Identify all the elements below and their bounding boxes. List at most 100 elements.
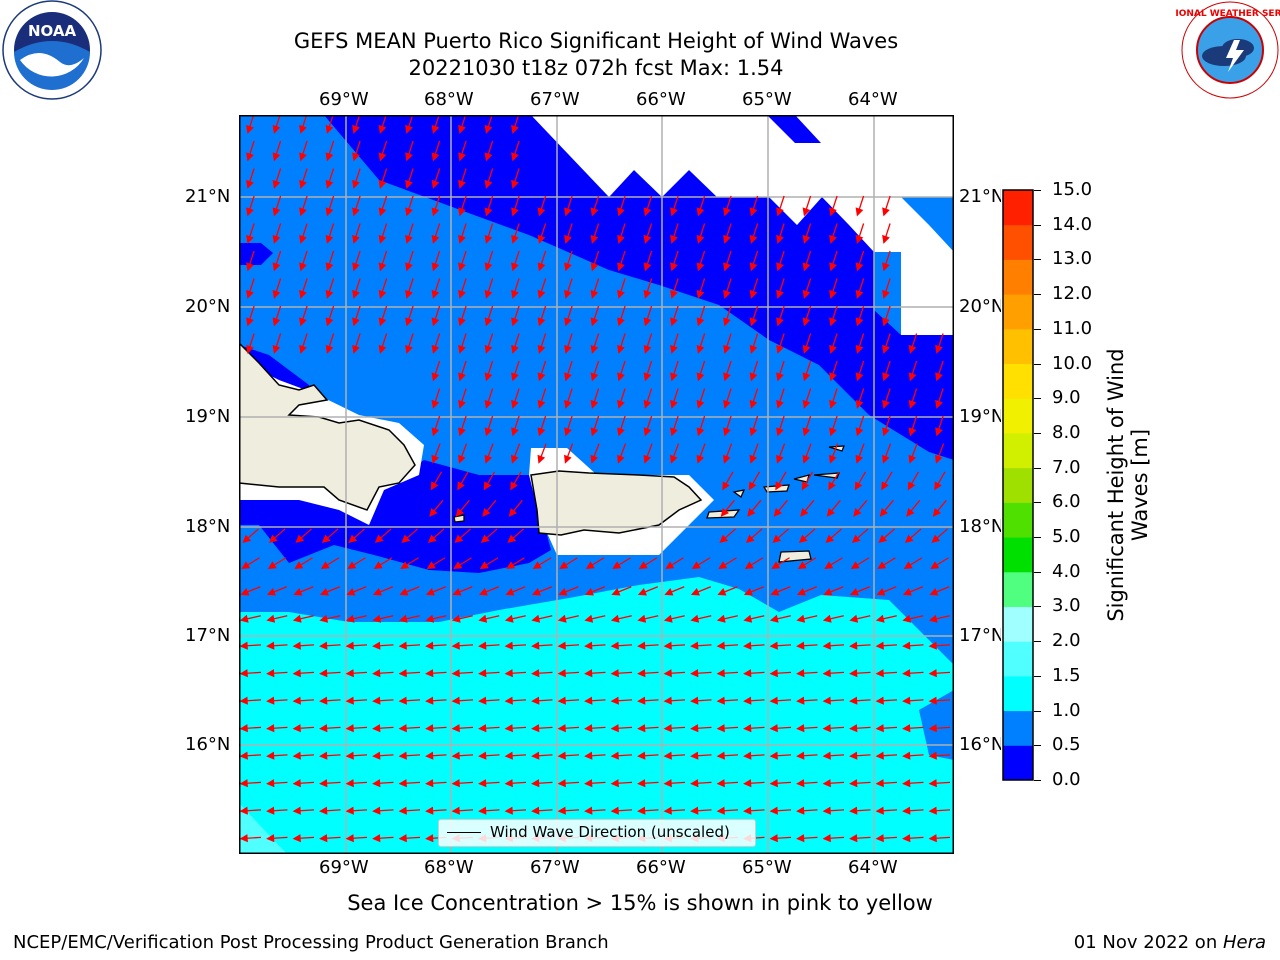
arrow-head bbox=[749, 289, 758, 299]
arrow-head bbox=[352, 289, 360, 299]
arrow-head bbox=[241, 561, 251, 570]
arrow-head bbox=[425, 614, 435, 623]
land-hispaniola bbox=[239, 341, 416, 511]
arrow-head bbox=[378, 179, 387, 189]
arrow-head bbox=[769, 669, 778, 678]
arrow-head bbox=[352, 124, 360, 134]
arrow-head bbox=[537, 234, 546, 244]
arrow-head bbox=[478, 614, 488, 623]
arrow-head bbox=[299, 344, 307, 354]
colorbar-segment bbox=[1003, 259, 1033, 295]
arrow-head bbox=[749, 344, 758, 354]
arrow-head bbox=[802, 289, 811, 299]
arrow-head bbox=[823, 588, 833, 596]
arrow-head bbox=[319, 588, 329, 596]
arrow-head bbox=[374, 534, 384, 544]
colorbar-tick-mark bbox=[1034, 675, 1041, 677]
arrow-head bbox=[743, 669, 752, 678]
arrow-head bbox=[348, 534, 358, 544]
arrow-head bbox=[902, 641, 911, 650]
arrow-head bbox=[425, 724, 434, 733]
arrow-head bbox=[345, 641, 354, 650]
arrow-head bbox=[266, 806, 275, 815]
arrow-head bbox=[451, 696, 460, 705]
colorbar-segment bbox=[1003, 745, 1033, 781]
colorbar-segment bbox=[1003, 398, 1033, 434]
arrow-head bbox=[272, 207, 281, 217]
arrow-head bbox=[504, 751, 513, 760]
arrow-head bbox=[458, 152, 466, 162]
lat-label-right: 20°N bbox=[959, 296, 1001, 317]
arrow-head bbox=[458, 427, 466, 437]
arrow-head bbox=[478, 806, 487, 815]
arrow-head bbox=[802, 234, 811, 244]
arrow-head bbox=[718, 561, 728, 570]
arrow-head bbox=[617, 262, 625, 272]
arrow-head bbox=[796, 834, 805, 843]
lat-label-right: 19°N bbox=[959, 406, 1001, 427]
arrow-head bbox=[478, 724, 487, 733]
lon-label-top: 66°W bbox=[636, 89, 686, 110]
arrow-head bbox=[266, 779, 275, 788]
arrow-head bbox=[431, 124, 440, 134]
arrow-head bbox=[690, 779, 699, 788]
arrow-head bbox=[935, 344, 943, 354]
arrow-head bbox=[802, 454, 811, 464]
colorbar-tick-mark bbox=[1034, 780, 1041, 781]
arrow-head bbox=[902, 779, 911, 788]
arrow-head bbox=[585, 561, 595, 570]
arrow-head bbox=[319, 669, 328, 678]
arrow-head bbox=[853, 508, 862, 517]
arrow-head bbox=[452, 588, 462, 596]
arrow-head bbox=[875, 696, 884, 705]
arrow-head bbox=[507, 534, 517, 544]
arrow-head bbox=[802, 399, 811, 409]
chart-subtitle: 20221030 t18z 072h fcst Max: 1.54 bbox=[408, 56, 784, 80]
arrow-head bbox=[478, 751, 487, 760]
arrow-head bbox=[246, 124, 254, 134]
colorbar-tick-mark bbox=[1034, 398, 1041, 400]
arrow-head bbox=[928, 641, 937, 650]
arrow-head bbox=[484, 124, 493, 134]
arrow-head bbox=[584, 751, 593, 760]
arrow-head bbox=[696, 234, 705, 244]
map-gridlines bbox=[239, 115, 954, 854]
arrow-head bbox=[246, 344, 254, 354]
arrow-head bbox=[663, 806, 672, 815]
arrow-head bbox=[769, 724, 778, 733]
arrow-head bbox=[717, 588, 727, 596]
arrow-head bbox=[246, 207, 254, 217]
arrow-head bbox=[824, 561, 834, 570]
arrow-head bbox=[908, 399, 917, 409]
arrow-head bbox=[325, 344, 334, 354]
arrow-head bbox=[796, 641, 805, 650]
arrow-head bbox=[345, 669, 354, 678]
arrow-head bbox=[511, 262, 519, 272]
arrow-head bbox=[299, 317, 307, 327]
arrow-head bbox=[484, 399, 493, 409]
arrow-head bbox=[934, 481, 942, 491]
arrow-head bbox=[531, 614, 541, 623]
arrow-head bbox=[776, 289, 784, 299]
arrow-head bbox=[928, 751, 937, 760]
arrow-head bbox=[458, 454, 466, 464]
arrow-head bbox=[584, 724, 593, 733]
arrow-head bbox=[696, 399, 705, 409]
arrow-head bbox=[743, 751, 752, 760]
arrow-head bbox=[483, 481, 492, 491]
noaa-logo-text: NOAA bbox=[28, 22, 77, 40]
arrow-head bbox=[637, 641, 646, 650]
nws-logo-icon: NATIONAL WEATHER SERVICE bbox=[1176, 1, 1280, 99]
colorbar-tick-label: 0.5 bbox=[1052, 734, 1081, 756]
arrow-head bbox=[879, 508, 888, 517]
lat-label-right: 21°N bbox=[959, 186, 1001, 207]
colorbar-tick-mark bbox=[1034, 745, 1041, 747]
arrow-head bbox=[505, 588, 515, 596]
arrow-head bbox=[749, 262, 758, 272]
arrow-head bbox=[829, 427, 837, 437]
arrow-head bbox=[855, 344, 864, 354]
arrow-head bbox=[590, 207, 599, 217]
arrow-head bbox=[584, 669, 593, 678]
arrow-head bbox=[484, 234, 493, 244]
arrow-head bbox=[373, 561, 383, 570]
